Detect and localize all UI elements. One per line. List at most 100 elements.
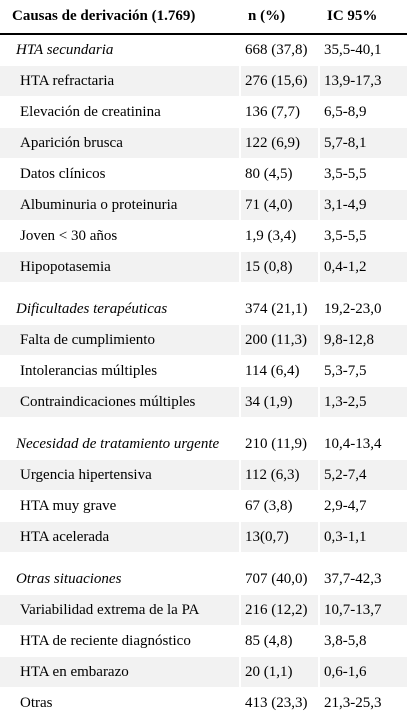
cell-ci95: 37,7-42,3: [318, 563, 407, 595]
table-body: HTA secundaria 668 (37,8) 35,5-40,1 HTA ref…: [0, 34, 407, 719]
spacer-cell: [239, 417, 319, 429]
cell-cause: HTA acelerada: [0, 521, 240, 553]
table-row: HTA muy grave 67 (3,8) 2,9-4,7: [0, 490, 407, 522]
cell-ci95: 10,7-13,7: [318, 594, 407, 626]
cell-ci95: 35,5-40,1: [318, 34, 407, 66]
cell-cause: HTA muy grave: [0, 490, 240, 522]
header-causes: Causas de derivación (1.769): [0, 0, 240, 35]
table-row: Contraindicaciones múltiples 34 (1,9) 1,3-…: [0, 386, 407, 418]
cell-n-percent: 85 (4,8): [239, 625, 319, 657]
cell-n-percent: 34 (1,9): [239, 386, 319, 418]
section-header-row: Dificultades terapéuticas 374 (21,1) 19,2-…: [0, 293, 407, 325]
cell-ci95: 6,5-8,9: [318, 96, 407, 128]
cell-ci95: 1,3-2,5: [318, 386, 407, 418]
spacer-cell: [318, 282, 407, 294]
cell-n-percent: 112 (6,3): [239, 459, 319, 491]
cell-n-percent: 216 (12,2): [239, 594, 319, 626]
section-spacer: [0, 552, 407, 564]
cell-ci95: 19,2-23,0: [318, 293, 407, 325]
cell-cause: HTA de reciente diagnóstico: [0, 625, 240, 657]
cell-n-percent: 122 (6,9): [239, 127, 319, 159]
cell-ci95: 0,4-1,2: [318, 251, 407, 283]
spacer-cell: [239, 282, 319, 294]
table-row: Albuminuria o proteinuria 71 (4,0) 3,1-4,9: [0, 189, 407, 221]
table-row: Urgencia hipertensiva 112 (6,3) 5,2-7,4: [0, 459, 407, 491]
cell-cause: Necesidad de tratamiento urgente: [0, 428, 240, 460]
cell-ci95: 3,1-4,9: [318, 189, 407, 221]
cell-ci95: 5,2-7,4: [318, 459, 407, 491]
cell-cause: Intolerancias múltiples: [0, 355, 240, 387]
cell-cause: Albuminuria o proteinuria: [0, 189, 240, 221]
cell-n-percent: 136 (7,7): [239, 96, 319, 128]
cell-ci95: 3,8-5,8: [318, 625, 407, 657]
section-spacer: [0, 417, 407, 429]
table-row: Aparición brusca 122 (6,9) 5,7-8,1: [0, 127, 407, 159]
section-header-row: Otras situaciones 707 (40,0) 37,7-42,3: [0, 563, 407, 595]
cell-cause: HTA secundaria: [0, 34, 240, 66]
table-row: Hipopotasemia 15 (0,8) 0,4-1,2: [0, 251, 407, 283]
cell-n-percent: 668 (37,8): [239, 34, 319, 66]
cell-cause: Dificultades terapéuticas: [0, 293, 240, 325]
section-header-row: HTA secundaria 668 (37,8) 35,5-40,1: [0, 34, 407, 66]
spacer-cell: [0, 282, 240, 294]
table-row: Intolerancias múltiples 114 (6,4) 5,3-7,5: [0, 355, 407, 387]
header-row: Causas de derivación (1.769) n (%) IC 95…: [0, 0, 407, 35]
spacer-cell: [239, 552, 319, 564]
cell-cause: Otras situaciones: [0, 563, 240, 595]
spacer-cell: [0, 552, 240, 564]
table-row: HTA refractaria 276 (15,6) 13,9-17,3: [0, 65, 407, 97]
section-header-row: Necesidad de tratamiento urgente 210 (11,…: [0, 428, 407, 460]
cell-n-percent: 413 (23,3): [239, 687, 319, 719]
table-row: Falta de cumplimiento 200 (11,3) 9,8-12,8: [0, 324, 407, 356]
table-row: Elevación de creatinina 136 (7,7) 6,5-8,9: [0, 96, 407, 128]
table-row: Otras 413 (23,3) 21,3-25,3: [0, 687, 407, 719]
cell-ci95: 13,9-17,3: [318, 65, 407, 97]
cell-n-percent: 210 (11,9): [239, 428, 319, 460]
cell-ci95: 0,6-1,6: [318, 656, 407, 688]
cell-n-percent: 200 (11,3): [239, 324, 319, 356]
cell-ci95: 2,9-4,7: [318, 490, 407, 522]
table-row: Joven < 30 años 1,9 (3,4) 3,5-5,5: [0, 220, 407, 252]
cell-ci95: 5,3-7,5: [318, 355, 407, 387]
cell-cause: Datos clínicos: [0, 158, 240, 190]
cell-cause: Variabilidad extrema de la PA: [0, 594, 240, 626]
spacer-cell: [318, 552, 407, 564]
cell-n-percent: 1,9 (3,4): [239, 220, 319, 252]
cell-ci95: 3,5-5,5: [318, 158, 407, 190]
header-n-percent: n (%): [240, 0, 319, 35]
cell-ci95: 5,7-8,1: [318, 127, 407, 159]
cell-n-percent: 67 (3,8): [239, 490, 319, 522]
cell-n-percent: 114 (6,4): [239, 355, 319, 387]
cell-ci95: 3,5-5,5: [318, 220, 407, 252]
cell-cause: Contraindicaciones múltiples: [0, 386, 240, 418]
table-row: Variabilidad extrema de la PA 216 (12,2) 1…: [0, 594, 407, 626]
spacer-cell: [0, 417, 240, 429]
cell-ci95: 9,8-12,8: [318, 324, 407, 356]
cell-n-percent: 80 (4,5): [239, 158, 319, 190]
table-row: HTA de reciente diagnóstico 85 (4,8) 3,8-5…: [0, 625, 407, 657]
header-ci95: IC 95%: [319, 0, 407, 35]
cell-cause: HTA refractaria: [0, 65, 240, 97]
cell-cause: Otras: [0, 687, 240, 719]
cell-n-percent: 276 (15,6): [239, 65, 319, 97]
table-row: HTA acelerada 13(0,7) 0,3-1,1: [0, 521, 407, 553]
cell-ci95: 21,3-25,3: [318, 687, 407, 719]
cell-n-percent: 15 (0,8): [239, 251, 319, 283]
cell-n-percent: 13(0,7): [239, 521, 319, 553]
spacer-cell: [318, 417, 407, 429]
cell-cause: Falta de cumplimiento: [0, 324, 240, 356]
cell-cause: Elevación de creatinina: [0, 96, 240, 128]
cell-n-percent: 707 (40,0): [239, 563, 319, 595]
section-spacer: [0, 282, 407, 294]
cell-ci95: 10,4-13,4: [318, 428, 407, 460]
cell-cause: Joven < 30 años: [0, 220, 240, 252]
cell-cause: Hipopotasemia: [0, 251, 240, 283]
cell-n-percent: 71 (4,0): [239, 189, 319, 221]
cell-cause: Aparición brusca: [0, 127, 240, 159]
cell-cause: Urgencia hipertensiva: [0, 459, 240, 491]
cell-ci95: 0,3-1,1: [318, 521, 407, 553]
cell-n-percent: 374 (21,1): [239, 293, 319, 325]
cell-cause: HTA en embarazo: [0, 656, 240, 688]
table-row: Datos clínicos 80 (4,5) 3,5-5,5: [0, 158, 407, 190]
